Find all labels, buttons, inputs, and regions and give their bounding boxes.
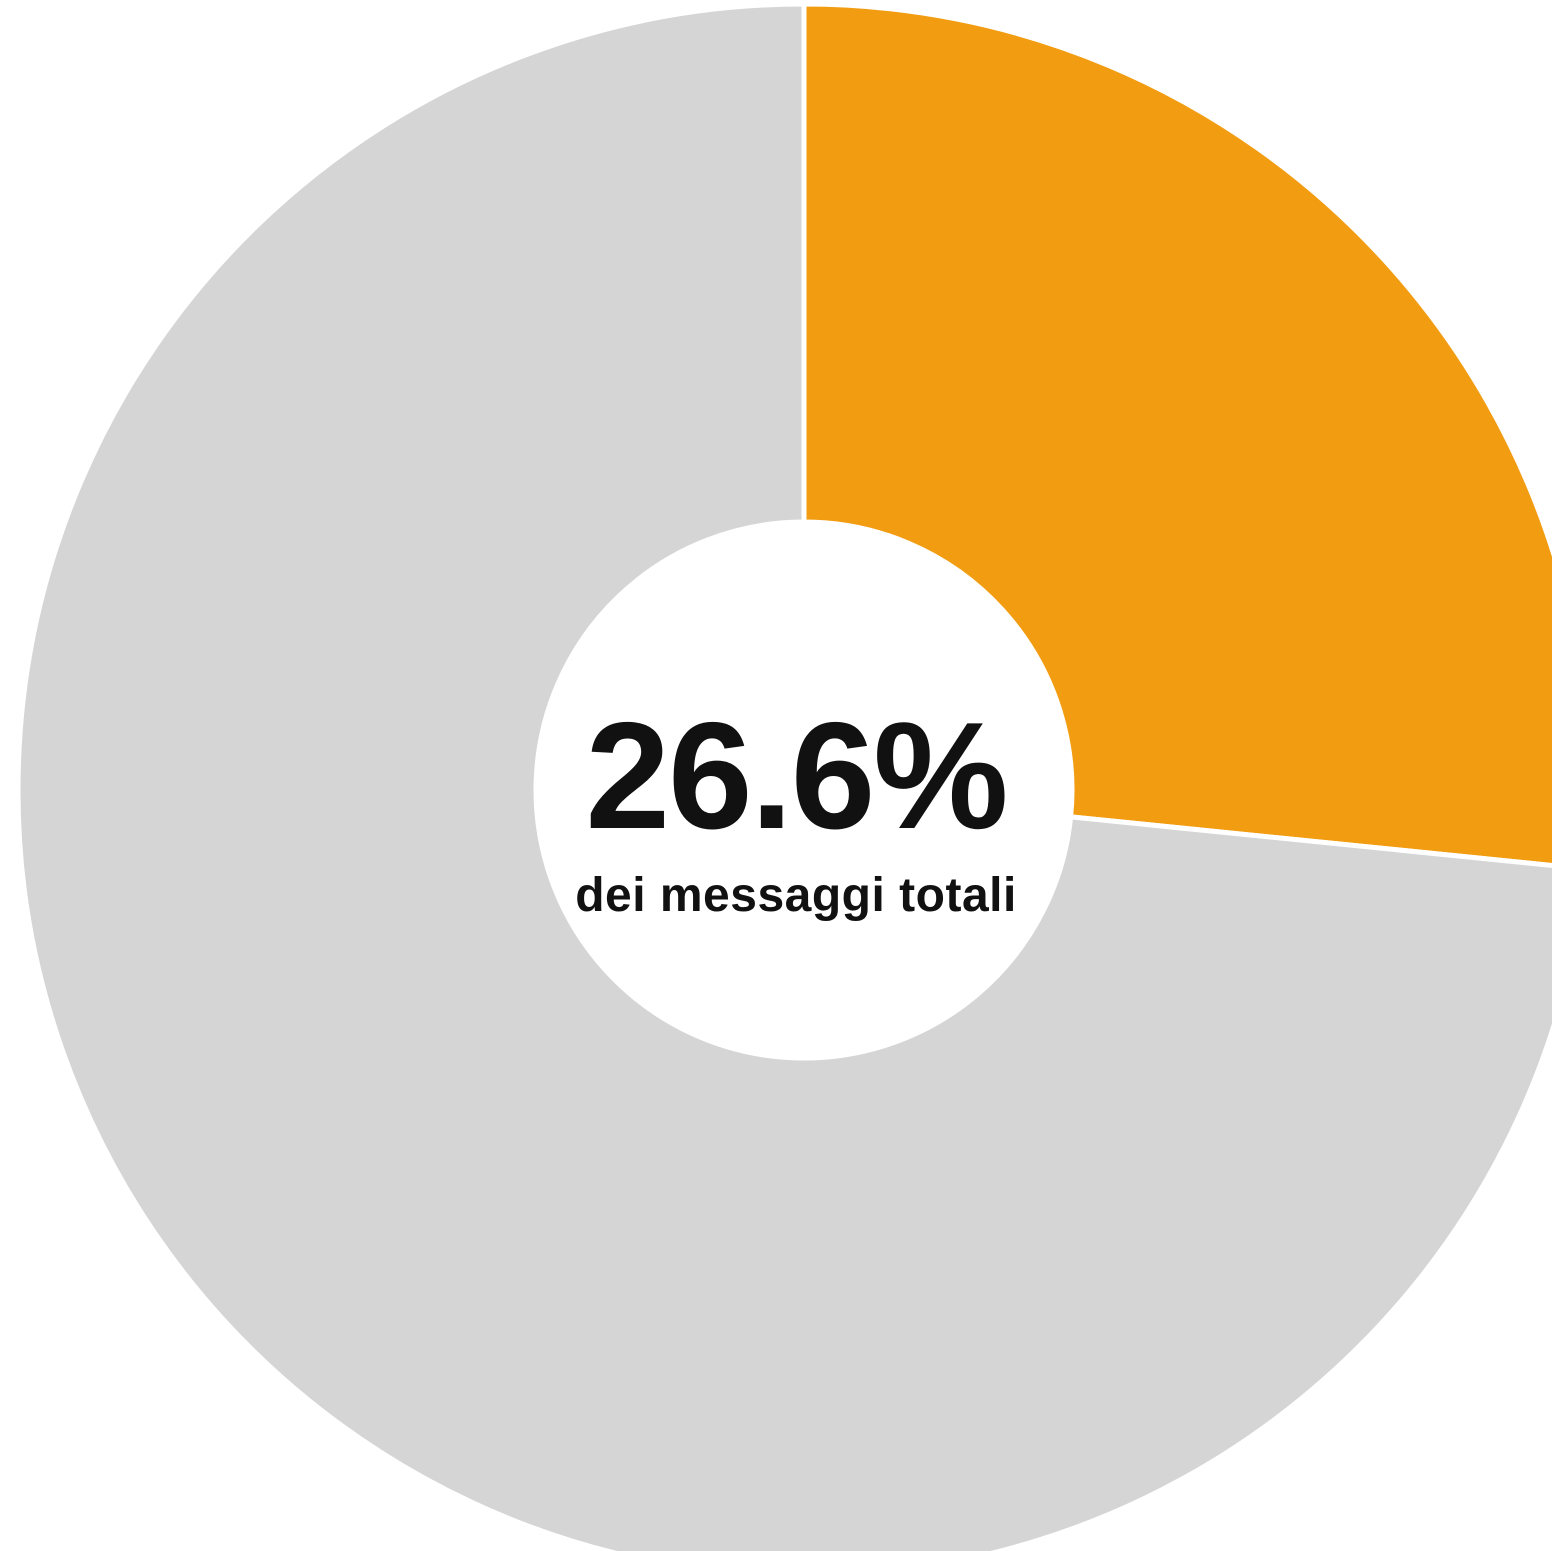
center-label: 26.6% dei messaggi totali — [546, 700, 1046, 920]
slices-group — [15, 1, 1552, 1551]
center-value: 26.6% — [585, 691, 1009, 861]
donut-slice-0 — [801, 1, 1552, 868]
center-caption: dei messaggi totali — [575, 869, 1017, 922]
